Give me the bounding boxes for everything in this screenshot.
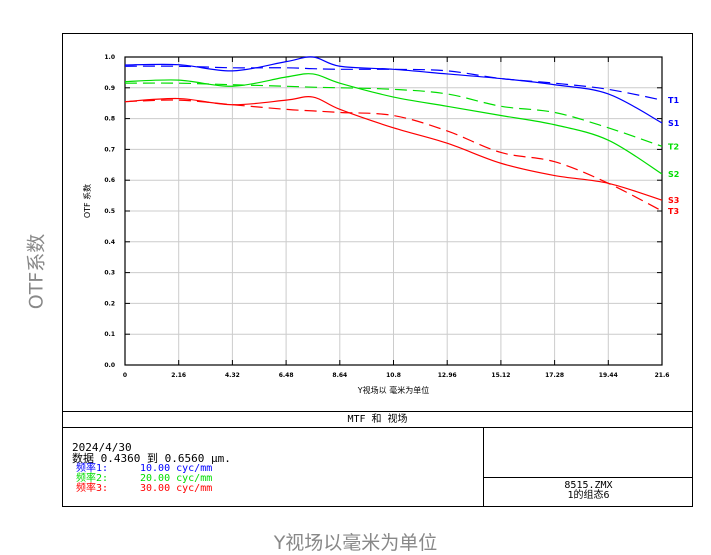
frequency-value: 20.00 cyc/mm bbox=[140, 473, 213, 484]
series-label: S2 bbox=[668, 170, 679, 179]
plot-area bbox=[124, 56, 663, 366]
series-label: T2 bbox=[668, 142, 679, 151]
y-tick-label: 0.2 bbox=[104, 300, 115, 307]
series-label: S1 bbox=[668, 119, 680, 128]
y-axis-label: OTF 系数 bbox=[82, 184, 92, 218]
series-line-t2 bbox=[124, 82, 663, 147]
y-tick-label: 1.0 bbox=[104, 54, 115, 61]
y-tick-label: 0.5 bbox=[104, 208, 115, 215]
y-tick-label: 0.8 bbox=[104, 116, 115, 123]
footer-divider bbox=[483, 477, 693, 478]
series-label: T1 bbox=[668, 96, 679, 105]
y-tick-label: 0.0 bbox=[104, 362, 115, 369]
footer-title: MTF 和 视场 bbox=[62, 411, 693, 428]
x-tick-label: 0 bbox=[123, 372, 127, 379]
series-line-s3 bbox=[124, 96, 663, 201]
config-label: 1的组态6 bbox=[567, 490, 610, 501]
x-tick-label: 15.12 bbox=[491, 372, 510, 379]
frequency-label: 频率1: bbox=[76, 463, 109, 474]
y-tick-label: 0.6 bbox=[104, 177, 115, 184]
series-line-t3 bbox=[124, 99, 663, 212]
frequency-value: 30.00 cyc/mm bbox=[140, 483, 213, 494]
series-line-s2 bbox=[124, 73, 663, 175]
y-tick-label: 0.4 bbox=[104, 239, 115, 246]
series-line-s1 bbox=[124, 56, 663, 124]
x-tick-label: 2.16 bbox=[171, 372, 186, 379]
frequency-row: 频率3: 30.00 cyc/mm bbox=[72, 484, 231, 494]
y-tick-label: 0.3 bbox=[104, 270, 115, 277]
frequency-label: 频率3: bbox=[76, 483, 109, 494]
x-tick-label: 19.44 bbox=[599, 372, 618, 379]
file-name: 8515.ZMX bbox=[564, 480, 613, 491]
file-info: 8515.ZMX 1的组态6 bbox=[484, 481, 693, 501]
frequency-label: 频率2: bbox=[76, 473, 109, 484]
footer-info: 2024/4/30 数据 0.4360 到 0.6560 μm. 频率1: 10.… bbox=[72, 441, 231, 494]
x-axis-label: Y视场以 毫米为单位 bbox=[357, 385, 429, 395]
x-tick-label: 12.96 bbox=[438, 372, 457, 379]
x-tick-label: 6.48 bbox=[279, 372, 294, 379]
series-label: S3 bbox=[668, 196, 679, 205]
x-tick-label: 4.32 bbox=[225, 372, 240, 379]
wavelength-range: 数据 0.4360 到 0.6560 μm. bbox=[72, 452, 231, 465]
date: 2024/4/30 bbox=[72, 441, 132, 454]
frequency-row: 频率1: 10.00 cyc/mm bbox=[72, 464, 231, 474]
x-tick-label: 17.28 bbox=[545, 372, 564, 379]
y-tick-label: 0.1 bbox=[104, 331, 115, 338]
frequency-row: 频率2: 20.00 cyc/mm bbox=[72, 474, 231, 484]
series-line-t1 bbox=[124, 65, 663, 101]
footer-divider bbox=[483, 428, 484, 507]
x-tick-label: 21.6 bbox=[655, 372, 670, 379]
series-label: T3 bbox=[668, 207, 679, 216]
frequency-value: 10.00 cyc/mm bbox=[140, 463, 213, 474]
y-tick-label: 0.7 bbox=[104, 146, 115, 153]
y-tick-label: 0.9 bbox=[104, 85, 115, 92]
x-tick-label: 10.8 bbox=[386, 372, 401, 379]
outer-x-axis-label: Y视场以毫米为单位 bbox=[273, 532, 438, 554]
x-tick-label: 8.64 bbox=[332, 372, 347, 379]
chart-frame bbox=[62, 33, 693, 507]
